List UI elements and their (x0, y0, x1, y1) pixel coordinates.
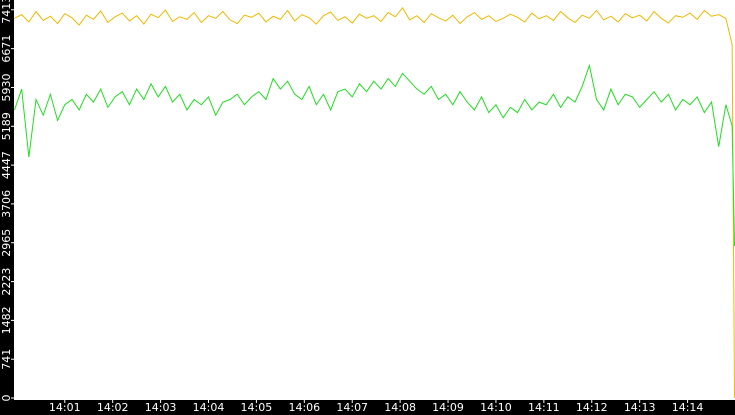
x-tick-label: 14:06 (288, 401, 320, 414)
x-tick-label: 14:10 (480, 401, 512, 414)
y-tick-label: 2965 (0, 229, 13, 257)
y-tick-label: 741 (0, 349, 13, 370)
y-tick-label: 6671 (0, 35, 13, 63)
y-tick-label: 2223 (0, 268, 13, 296)
y-tick-label: 1482 (0, 306, 13, 334)
x-axis-strip (0, 400, 735, 415)
y-tick-label: 3706 (0, 190, 13, 218)
x-tick-label: 14:01 (49, 401, 81, 414)
x-tick-label: 14:05 (241, 401, 273, 414)
x-tick-label: 14:14 (672, 401, 704, 414)
y-tick-label: 0 (0, 395, 13, 402)
x-tick-label: 14:03 (145, 401, 177, 414)
x-tick-label: 14:04 (193, 401, 225, 414)
series-line (14, 6, 735, 399)
y-tick-label: 5189 (0, 112, 13, 140)
x-tick-label: 14:09 (432, 401, 464, 414)
y-tick-label: 5930 (0, 73, 13, 101)
y-axis-strip (0, 0, 14, 415)
x-tick-label: 14:02 (97, 401, 129, 414)
series-line (14, 63, 735, 247)
x-tick-label: 14:12 (576, 401, 608, 414)
y-tick-label: 4447 (0, 151, 13, 179)
x-tick-label: 14:13 (624, 401, 656, 414)
x-tick-label: 14:07 (336, 401, 368, 414)
x-tick-label: 14:08 (384, 401, 416, 414)
y-tick-label: 7413 (0, 0, 13, 24)
x-tick-label: 14:11 (528, 401, 560, 414)
